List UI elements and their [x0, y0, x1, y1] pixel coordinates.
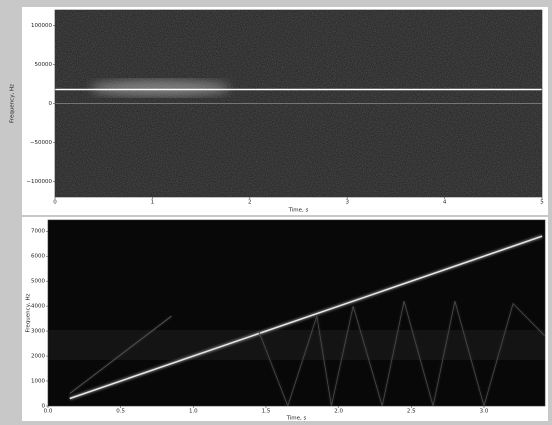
y-tick-label: 6000	[31, 254, 45, 260]
y-tick-label: 4000	[31, 304, 45, 310]
x-tick-label: 2.0	[334, 409, 343, 415]
x-tick-label: 2	[248, 200, 252, 206]
y-tick-label: 50000	[35, 62, 53, 68]
x-axis-label: Time, s	[288, 208, 309, 214]
y-tick-label: 2000	[31, 354, 45, 360]
x-tick-label: 4	[443, 200, 447, 206]
x-axis-label: Time, s	[286, 416, 307, 422]
y-tick-label: 7000	[31, 229, 45, 235]
y-axis-label: Frequency, Hz	[26, 293, 32, 332]
x-tick-label: 3	[345, 200, 349, 206]
y-tick-label: 3000	[31, 329, 45, 335]
y-tick-label: −100000	[26, 179, 52, 185]
x-tick-label: 1.0	[189, 409, 198, 415]
x-tick-label: 1	[151, 200, 155, 206]
figure: 012345−100000−50000050000100000Time, sFr…	[0, 0, 552, 421]
x-tick-label: 1.5	[262, 409, 271, 415]
x-tick-label: 0.0	[44, 409, 53, 415]
y-tick-label: 100000	[31, 23, 52, 29]
x-tick-label: 0	[53, 200, 57, 206]
y-tick-label: −50000	[30, 140, 53, 146]
y-tick-label: 0	[42, 404, 46, 410]
x-tick-label: 2.5	[407, 409, 416, 415]
x-tick-label: 0.5	[116, 409, 125, 415]
page: 012345−100000−50000050000100000Time, sFr…	[0, 0, 552, 421]
x-tick-label: 3.0	[480, 409, 489, 415]
y-axis-label: Frequency, Hz	[10, 84, 16, 123]
y-tick-label: 1000	[31, 379, 45, 385]
x-tick-label: 5	[540, 200, 544, 206]
y-tick-label: 5000	[31, 279, 45, 285]
y-tick-label: 0	[49, 101, 53, 107]
